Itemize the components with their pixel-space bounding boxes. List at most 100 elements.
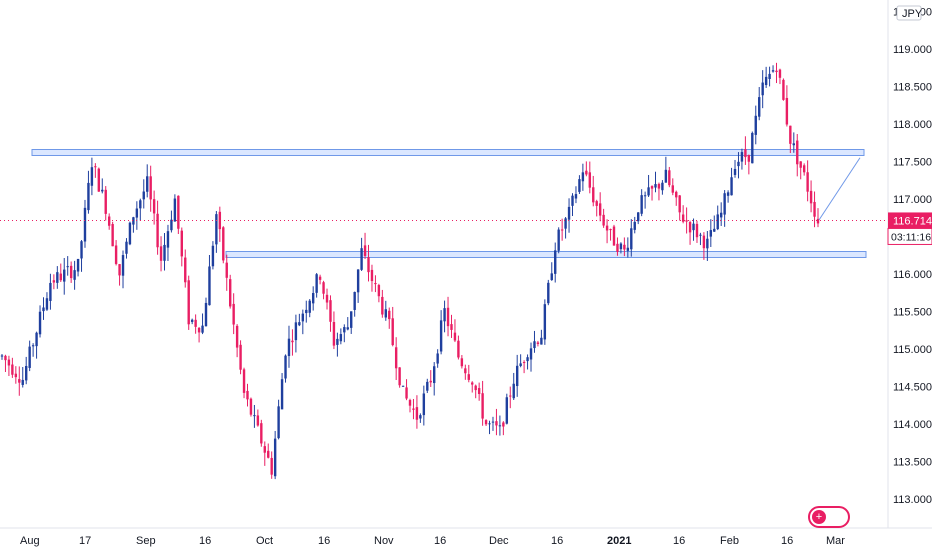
candle-body — [730, 177, 733, 196]
candle-body — [723, 193, 726, 215]
candle-body — [166, 231, 170, 248]
price-axis[interactable]: 119.500119.000118.500118.000117.500117.0… — [887, 0, 932, 528]
currency-box — [896, 5, 922, 21]
candle-body — [45, 298, 49, 310]
time-tick-label: 17 — [79, 535, 91, 547]
candle-body — [529, 348, 533, 360]
candle-body — [142, 191, 145, 200]
candle-body — [685, 220, 688, 222]
candle-body — [35, 332, 38, 347]
candle-body — [695, 223, 699, 238]
candle-body — [101, 189, 104, 192]
candle-body — [377, 285, 381, 297]
candle-body — [104, 189, 107, 214]
candle-body — [616, 243, 619, 252]
candle-body — [0, 355, 4, 357]
candle-body — [484, 420, 488, 425]
currency-badge: JPY — [896, 5, 923, 21]
candle-body — [737, 161, 740, 167]
price-tick-label: 117.000 — [893, 194, 932, 206]
time-tick-label: Nov — [374, 535, 394, 547]
candle-body — [83, 207, 87, 242]
candle-body — [239, 344, 242, 370]
candle-body — [287, 338, 291, 357]
candle-body — [370, 269, 374, 282]
candle-body — [481, 393, 484, 419]
candle-body — [256, 415, 260, 426]
candle-body — [87, 182, 90, 211]
candle-body — [560, 229, 564, 231]
candle-body — [778, 69, 782, 78]
candle-body — [305, 309, 308, 314]
candle-body — [764, 76, 768, 86]
candle-body — [273, 438, 277, 477]
candle-body — [733, 168, 737, 175]
candle-body — [128, 222, 132, 245]
candle-body — [388, 310, 391, 320]
countdown-label: 03:11:16 — [891, 231, 931, 243]
candle-body — [426, 381, 429, 391]
candle-body — [699, 234, 702, 236]
candle-body — [578, 179, 581, 192]
candle-body — [21, 379, 24, 385]
candle-body — [675, 191, 678, 198]
candle-body — [253, 415, 256, 417]
tradingview-logo[interactable]: + — [808, 506, 850, 528]
candle-body — [630, 228, 633, 250]
candle-body — [816, 218, 820, 224]
candle-body — [771, 70, 775, 72]
candle-body — [637, 212, 640, 222]
candle-body — [156, 213, 159, 248]
candle-body — [567, 206, 571, 220]
candle-body — [519, 363, 522, 366]
candle-body — [429, 380, 432, 383]
candle-body — [201, 325, 204, 333]
candle-body — [339, 334, 343, 342]
candle-body — [69, 265, 73, 279]
price-tags: 116.714 03:11:16 — [887, 212, 932, 245]
candle-body — [751, 132, 754, 164]
candle-body — [681, 214, 685, 222]
candle-body — [650, 186, 654, 189]
candle-body — [249, 398, 253, 415]
candle-body — [222, 227, 225, 261]
candle-body — [367, 257, 370, 273]
candle-body — [813, 201, 816, 217]
candle-body — [394, 347, 398, 369]
candle-body — [671, 185, 674, 193]
candle-body — [471, 382, 474, 385]
candle-body — [713, 228, 716, 232]
current-price-tag — [888, 212, 932, 229]
candle-body — [799, 161, 802, 168]
candle-body — [647, 187, 650, 196]
candle-body — [97, 168, 101, 192]
candle-body — [540, 337, 543, 345]
candle-body — [439, 320, 443, 352]
candle-body — [702, 235, 706, 249]
candle-body — [194, 319, 197, 327]
candle-body — [163, 244, 166, 261]
candle-body — [356, 269, 360, 293]
time-tick-label: 16 — [199, 535, 211, 547]
price-tick-label: 118.500 — [893, 82, 932, 94]
currency-label: JPY — [902, 8, 923, 20]
candle-body — [28, 346, 31, 368]
candle-body — [688, 222, 692, 233]
candle-body — [42, 307, 45, 312]
candle-body — [277, 406, 280, 439]
time-axis[interactable]: Aug 17 Sep 16 Oct 16 Nov 16 Dec 16 2021 16 Feb 16 Mar — [0, 527, 932, 547]
candle-body — [267, 450, 270, 458]
candle-body — [536, 342, 540, 344]
price-tick-label: 114.000 — [893, 419, 932, 431]
candle-body — [595, 201, 598, 206]
price-tick-label: 115.000 — [893, 344, 932, 356]
time-tick-label: Feb — [720, 535, 739, 547]
candle-body — [125, 241, 128, 254]
candle-body — [204, 302, 208, 327]
candle-body — [170, 219, 173, 231]
candle-body — [515, 365, 519, 387]
candle-body — [353, 291, 356, 310]
candle-body — [796, 140, 799, 165]
